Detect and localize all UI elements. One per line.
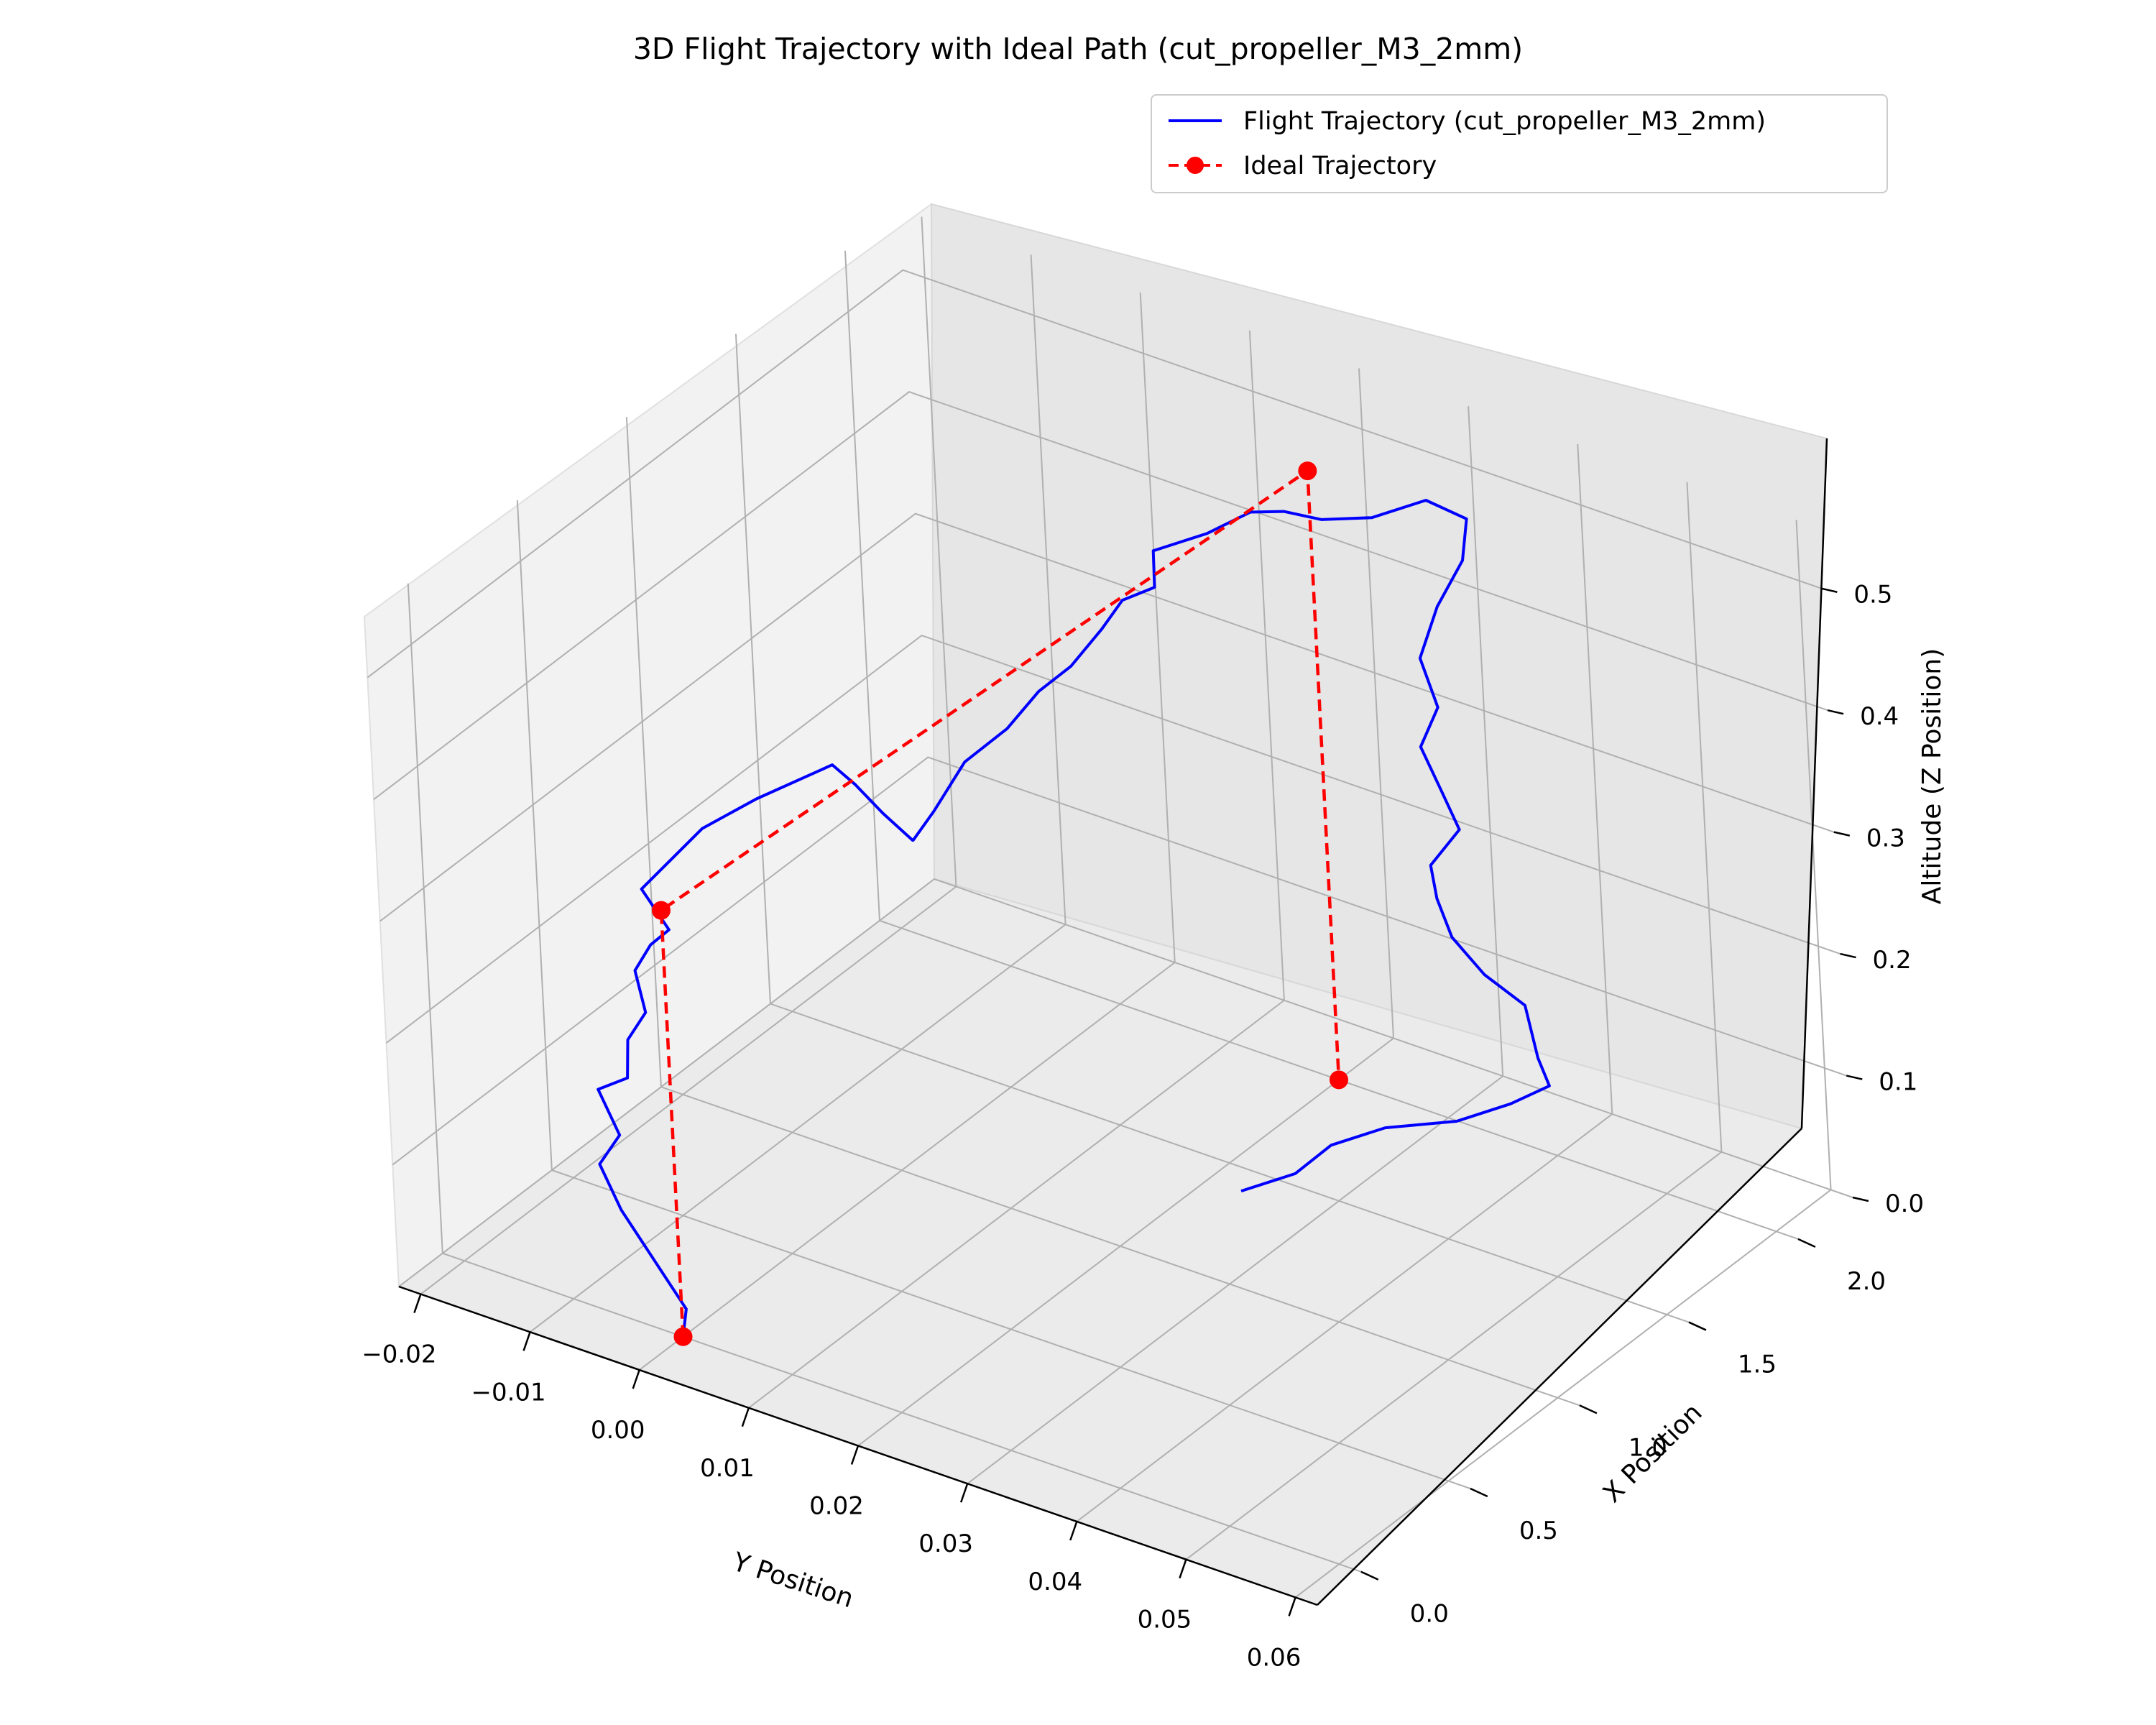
- tick-label-altitude: 0.5: [1853, 581, 1892, 610]
- tick-mark-altitude: [1827, 709, 1844, 715]
- ideal-trajectory-line: [659, 469, 1341, 1337]
- legend-label-flight: Flight Trajectory (cut_propeller_M3_2mm): [1243, 107, 1766, 136]
- tick-label-y-position: −0.02: [361, 1340, 436, 1369]
- ideal-trajectory-marker: [1329, 1070, 1348, 1090]
- chart-title: 3D Flight Trajectory with Ideal Path (cu…: [633, 32, 1523, 66]
- tick-mark-x-position: [1797, 1238, 1816, 1248]
- tick-mark-y-position: [1179, 1559, 1187, 1579]
- grid-line-altitude: [379, 512, 1835, 922]
- grid-lines: [367, 216, 1853, 1598]
- tick-label-x-position: 0.5: [1519, 1517, 1558, 1545]
- tick-label-y-position: 0.06: [1247, 1643, 1302, 1672]
- tick-mark-x-position: [1579, 1404, 1598, 1414]
- legend-label-ideal: Ideal Trajectory: [1243, 152, 1437, 180]
- tick-label-altitude: 0.3: [1866, 824, 1905, 853]
- tick-mark-x-position: [1360, 1570, 1379, 1581]
- tick-mark-y-position: [850, 1445, 860, 1465]
- tick-label-y-position: 0.01: [700, 1454, 755, 1483]
- tick-label-x-position: 1.5: [1738, 1351, 1777, 1379]
- tick-label-x-position: 1.0: [1628, 1433, 1667, 1462]
- altitude-axis-line: [1800, 438, 1828, 1129]
- tick-mark-altitude: [1852, 1196, 1869, 1202]
- legend-box: [1151, 94, 1888, 193]
- tick-mark-y-position: [522, 1331, 531, 1351]
- tick-label-altitude: 0.2: [1873, 946, 1912, 975]
- tick-mark-altitude: [1833, 831, 1851, 837]
- ideal-trajectory-marker: [1298, 461, 1317, 481]
- tick-mark-y-position: [959, 1483, 969, 1503]
- axis-ticks: [413, 587, 1869, 1616]
- tick-label-y-position: −0.01: [471, 1378, 545, 1407]
- tick-mark-x-position: [1688, 1321, 1707, 1331]
- tick-mark-y-position: [1069, 1521, 1078, 1541]
- tick-label-x-position: 2.0: [1847, 1267, 1886, 1296]
- tick-label-y-position: 0.02: [809, 1492, 864, 1521]
- tick-label-y-position: 0.04: [1028, 1568, 1082, 1596]
- grid-line-altitude: [392, 756, 1847, 1166]
- grid-line-altitude: [385, 634, 1841, 1044]
- x-position-axis-line: [1317, 1128, 1802, 1606]
- tick-label-y-position: 0.03: [918, 1530, 973, 1558]
- altitude-axis-label: Altitude (Z Position): [1917, 648, 1947, 904]
- flight-trajectory-line: [596, 499, 1551, 1337]
- tick-labels: −0.02 −0.01 0.00 0.01 0.02 0.03 0.04 0.05 0.06 0.…: [361, 581, 1924, 1673]
- tick-label-x-position: 0.0: [1410, 1600, 1449, 1629]
- legend: Flight Trajectory (cut_propeller_M3_2mm)…: [1151, 94, 1888, 193]
- ideal-trajectory-marker: [651, 901, 671, 920]
- tick-mark-y-position: [632, 1369, 640, 1389]
- tick-label-altitude: 0.1: [1879, 1068, 1917, 1097]
- grid-line-altitude: [398, 878, 1853, 1287]
- tick-mark-altitude: [1846, 1075, 1863, 1080]
- tick-mark-x-position: [1470, 1487, 1488, 1498]
- tick-mark-y-position: [413, 1294, 422, 1313]
- ideal-trajectory-marker: [673, 1327, 693, 1346]
- plot-series: [596, 461, 1551, 1346]
- tick-label-altitude: 0.4: [1860, 702, 1899, 731]
- tick-label-y-position: 0.05: [1138, 1606, 1192, 1634]
- tick-mark-y-position: [1288, 1597, 1296, 1616]
- tick-mark-altitude: [1821, 587, 1838, 593]
- grid-line-altitude: [367, 269, 1822, 678]
- tick-mark-altitude: [1840, 952, 1856, 959]
- tick-label-y-position: 0.00: [591, 1416, 645, 1445]
- tick-label-altitude: 0.0: [1885, 1190, 1924, 1218]
- grid-line-altitude: [373, 391, 1828, 800]
- tick-mark-y-position: [741, 1407, 750, 1427]
- legend-marker-ideal: [1187, 157, 1204, 174]
